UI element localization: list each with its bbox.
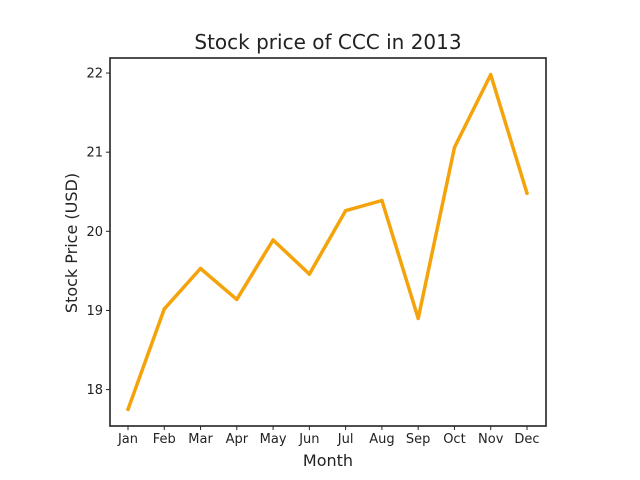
y-tick-label: 22: [86, 67, 103, 82]
y-tick-label: 21: [86, 146, 103, 161]
data-point-oct: [452, 145, 457, 150]
data-point-mar: [198, 266, 203, 271]
data-point-jan: [126, 407, 130, 412]
y-tick-label: 20: [86, 225, 103, 240]
x-tick-label: Apr: [226, 432, 249, 447]
x-tick-label: Nov: [478, 432, 504, 447]
data-point-dec: [525, 191, 529, 196]
plot-frame: [109, 57, 547, 427]
x-tick-label: Dec: [514, 432, 539, 447]
y-tick-label: 18: [86, 383, 103, 398]
data-point-apr: [235, 297, 239, 302]
x-axis-label: Month: [303, 451, 353, 470]
data-point-feb: [162, 307, 167, 311]
y-axis-label: Stock Price (USD): [62, 173, 81, 313]
data-point-jul: [343, 208, 348, 213]
x-tick-label: Jul: [337, 432, 354, 447]
x-tick-label: Jan: [117, 432, 138, 447]
x-tick-label: Sep: [406, 432, 431, 447]
chart-title: Stock price of CCC in 2013: [194, 30, 461, 54]
x-tick-label: Feb: [153, 432, 176, 447]
data-point-jun: [307, 272, 312, 276]
x-tick-label: Oct: [443, 432, 465, 447]
data-point-aug: [380, 198, 384, 203]
data-point-nov: [488, 72, 493, 77]
axis-ticks: Jan Feb Mar Apr May Jun Jul Aug Sep Oct Nov Dec 18 19…: [86, 67, 539, 447]
x-tick-label: Jun: [298, 432, 319, 447]
x-tick-label: Mar: [188, 432, 213, 447]
series-layer: [126, 72, 529, 412]
x-tick-label: May: [260, 432, 287, 447]
x-tick-label: Aug: [369, 432, 394, 447]
data-point-may: [271, 238, 275, 242]
data-point-sep: [416, 316, 420, 321]
stock-price-line: [126, 72, 529, 412]
y-tick-label: 19: [86, 304, 103, 319]
